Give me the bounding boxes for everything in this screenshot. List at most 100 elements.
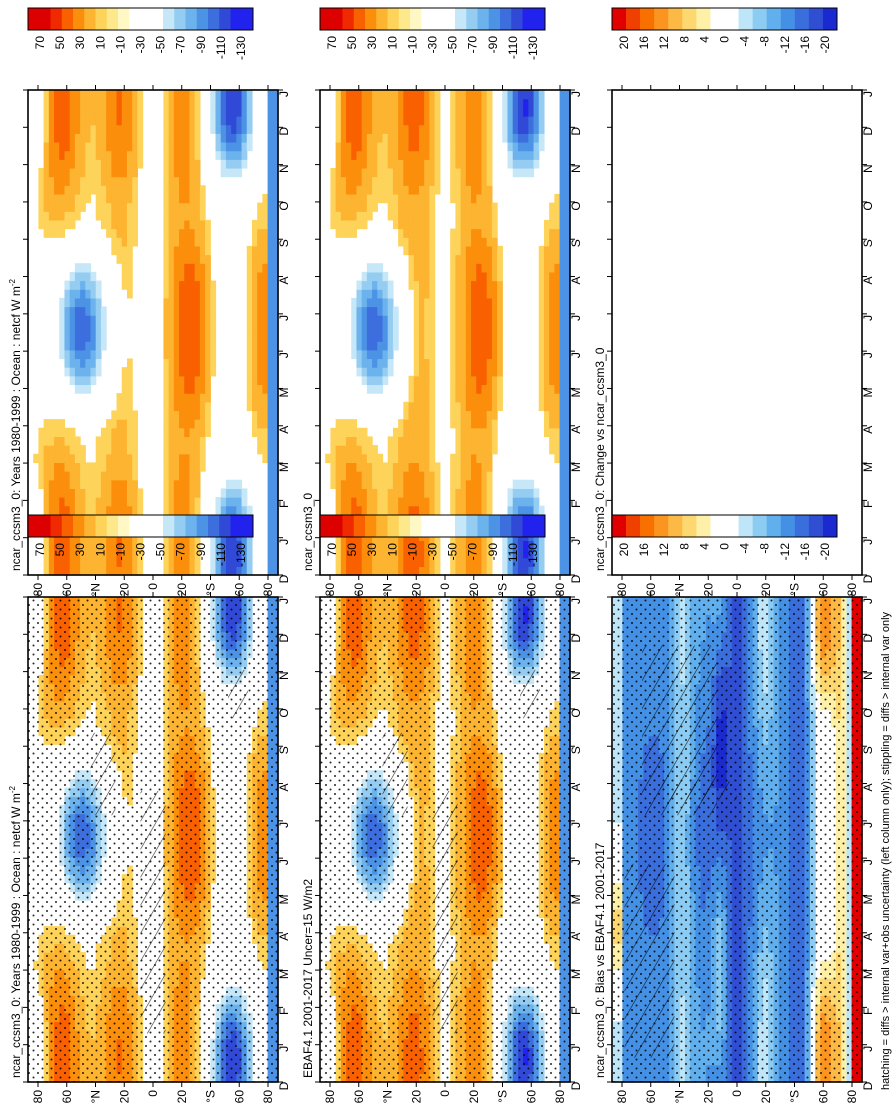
heatmap-cell (189, 427, 196, 438)
heatmap-cell (361, 427, 368, 438)
heatmap-cell (163, 176, 170, 186)
heatmap-cell (372, 263, 378, 273)
heatmap-cell (246, 341, 253, 351)
heatmap-cell (80, 115, 86, 126)
heatmap-cell (64, 505, 71, 515)
heatmap-cell (351, 540, 358, 550)
month-tick-label: N (861, 164, 875, 173)
heatmap-cell (189, 549, 196, 559)
heatmap-cell (564, 150, 571, 160)
heatmap-cell (54, 505, 60, 515)
heatmap-cell (408, 540, 415, 550)
heatmap-cell (163, 471, 170, 481)
colorbar-label: 10 (93, 36, 107, 50)
heatmap-cell (43, 176, 50, 186)
heatmap-cell (199, 263, 206, 273)
colorbar-swatch (28, 8, 40, 30)
heatmap-cell (351, 471, 358, 481)
colorbar-swatch (163, 8, 175, 30)
heatmap-cell (413, 107, 420, 117)
heatmap-cell (361, 124, 368, 134)
heatmap-cell (251, 271, 258, 282)
colorbar-swatch (522, 8, 535, 30)
heatmap-cell (460, 297, 467, 308)
heatmap-cell (90, 176, 97, 186)
heatmap-cell (205, 358, 211, 368)
heatmap-cell (418, 107, 425, 117)
heatmap-cell (455, 150, 462, 160)
heatmap-cell (85, 497, 92, 507)
heatmap-cell (74, 306, 81, 316)
heatmap-cell (85, 90, 92, 100)
heatmap-cell (43, 98, 50, 108)
heatmap-cell (173, 90, 180, 100)
heatmap-cell (549, 341, 555, 351)
heatmap-cell (429, 323, 436, 334)
heatmap-cell (429, 401, 436, 412)
heatmap-cell (564, 540, 571, 550)
heatmap-cell (502, 133, 509, 143)
heatmap-cell (168, 384, 175, 394)
heatmap-cell (106, 436, 112, 446)
heatmap-cell (173, 557, 180, 567)
heatmap-cell (471, 401, 477, 412)
heatmap-cell (215, 540, 222, 550)
heatmap-cell (559, 141, 566, 152)
heatmap-cell (387, 211, 394, 221)
heatmap-cell (335, 462, 342, 472)
colorbar-swatch (477, 8, 490, 30)
month-tick-label: F (277, 501, 291, 508)
heatmap-cell (538, 323, 545, 334)
heatmap-cell (80, 557, 86, 567)
heatmap-cell (132, 419, 138, 429)
heatmap-cell (262, 332, 269, 342)
heatmap-cell (486, 479, 493, 489)
heatmap-cell (194, 566, 201, 576)
heatmap-cell (507, 90, 514, 100)
heatmap-cell (366, 341, 373, 351)
lat-tick-label: °N (89, 583, 103, 596)
heatmap-cell (434, 98, 441, 108)
heatmap-cell (194, 107, 201, 117)
plot-area (612, 90, 862, 575)
heatmap-cell (408, 462, 415, 472)
heatmap-cell (455, 202, 462, 212)
panel-title: ncar_ccsm3_0: Years 1980-1999 : Ocean : … (8, 279, 23, 571)
heatmap-cell (450, 341, 457, 351)
heatmap-cell (408, 453, 415, 464)
heatmap-cell (564, 176, 571, 186)
month-tick-label: S (861, 239, 875, 247)
heatmap-cell (564, 358, 571, 368)
heatmap-cell (564, 263, 571, 273)
heatmap-cell (471, 245, 477, 256)
heatmap-cell (486, 410, 493, 420)
heatmap-cell (434, 90, 441, 100)
heatmap-cell (179, 410, 185, 420)
heatmap-cell (554, 332, 561, 342)
heatmap-cell (398, 98, 404, 108)
heatmap-cell (210, 566, 217, 576)
heatmap-cell (111, 462, 118, 472)
heatmap-cell (194, 306, 201, 316)
heatmap-cell (418, 566, 425, 576)
heatmap-cell (356, 306, 363, 316)
heatmap-cell (465, 280, 472, 290)
heatmap-cell (387, 306, 394, 316)
heatmap-cell (132, 488, 138, 498)
heatmap-cell (121, 427, 128, 438)
heatmap-cell (476, 566, 483, 576)
heatmap-cell (356, 133, 363, 143)
heatmap-cell (199, 349, 206, 360)
heatmap-cell (517, 133, 524, 143)
heatmap-cell (429, 497, 436, 507)
heatmap-cell (424, 167, 430, 178)
heatmap-cell (486, 384, 493, 394)
colorbar-label: 50 (345, 36, 359, 50)
heatmap-cell (377, 306, 384, 316)
heatmap-cell (121, 176, 128, 186)
heatmap-cell (85, 471, 92, 481)
heatmap-cell (351, 90, 358, 100)
heatmap-cell (538, 289, 545, 299)
heatmap-cell (387, 557, 394, 567)
heatmap-cell (64, 98, 71, 108)
